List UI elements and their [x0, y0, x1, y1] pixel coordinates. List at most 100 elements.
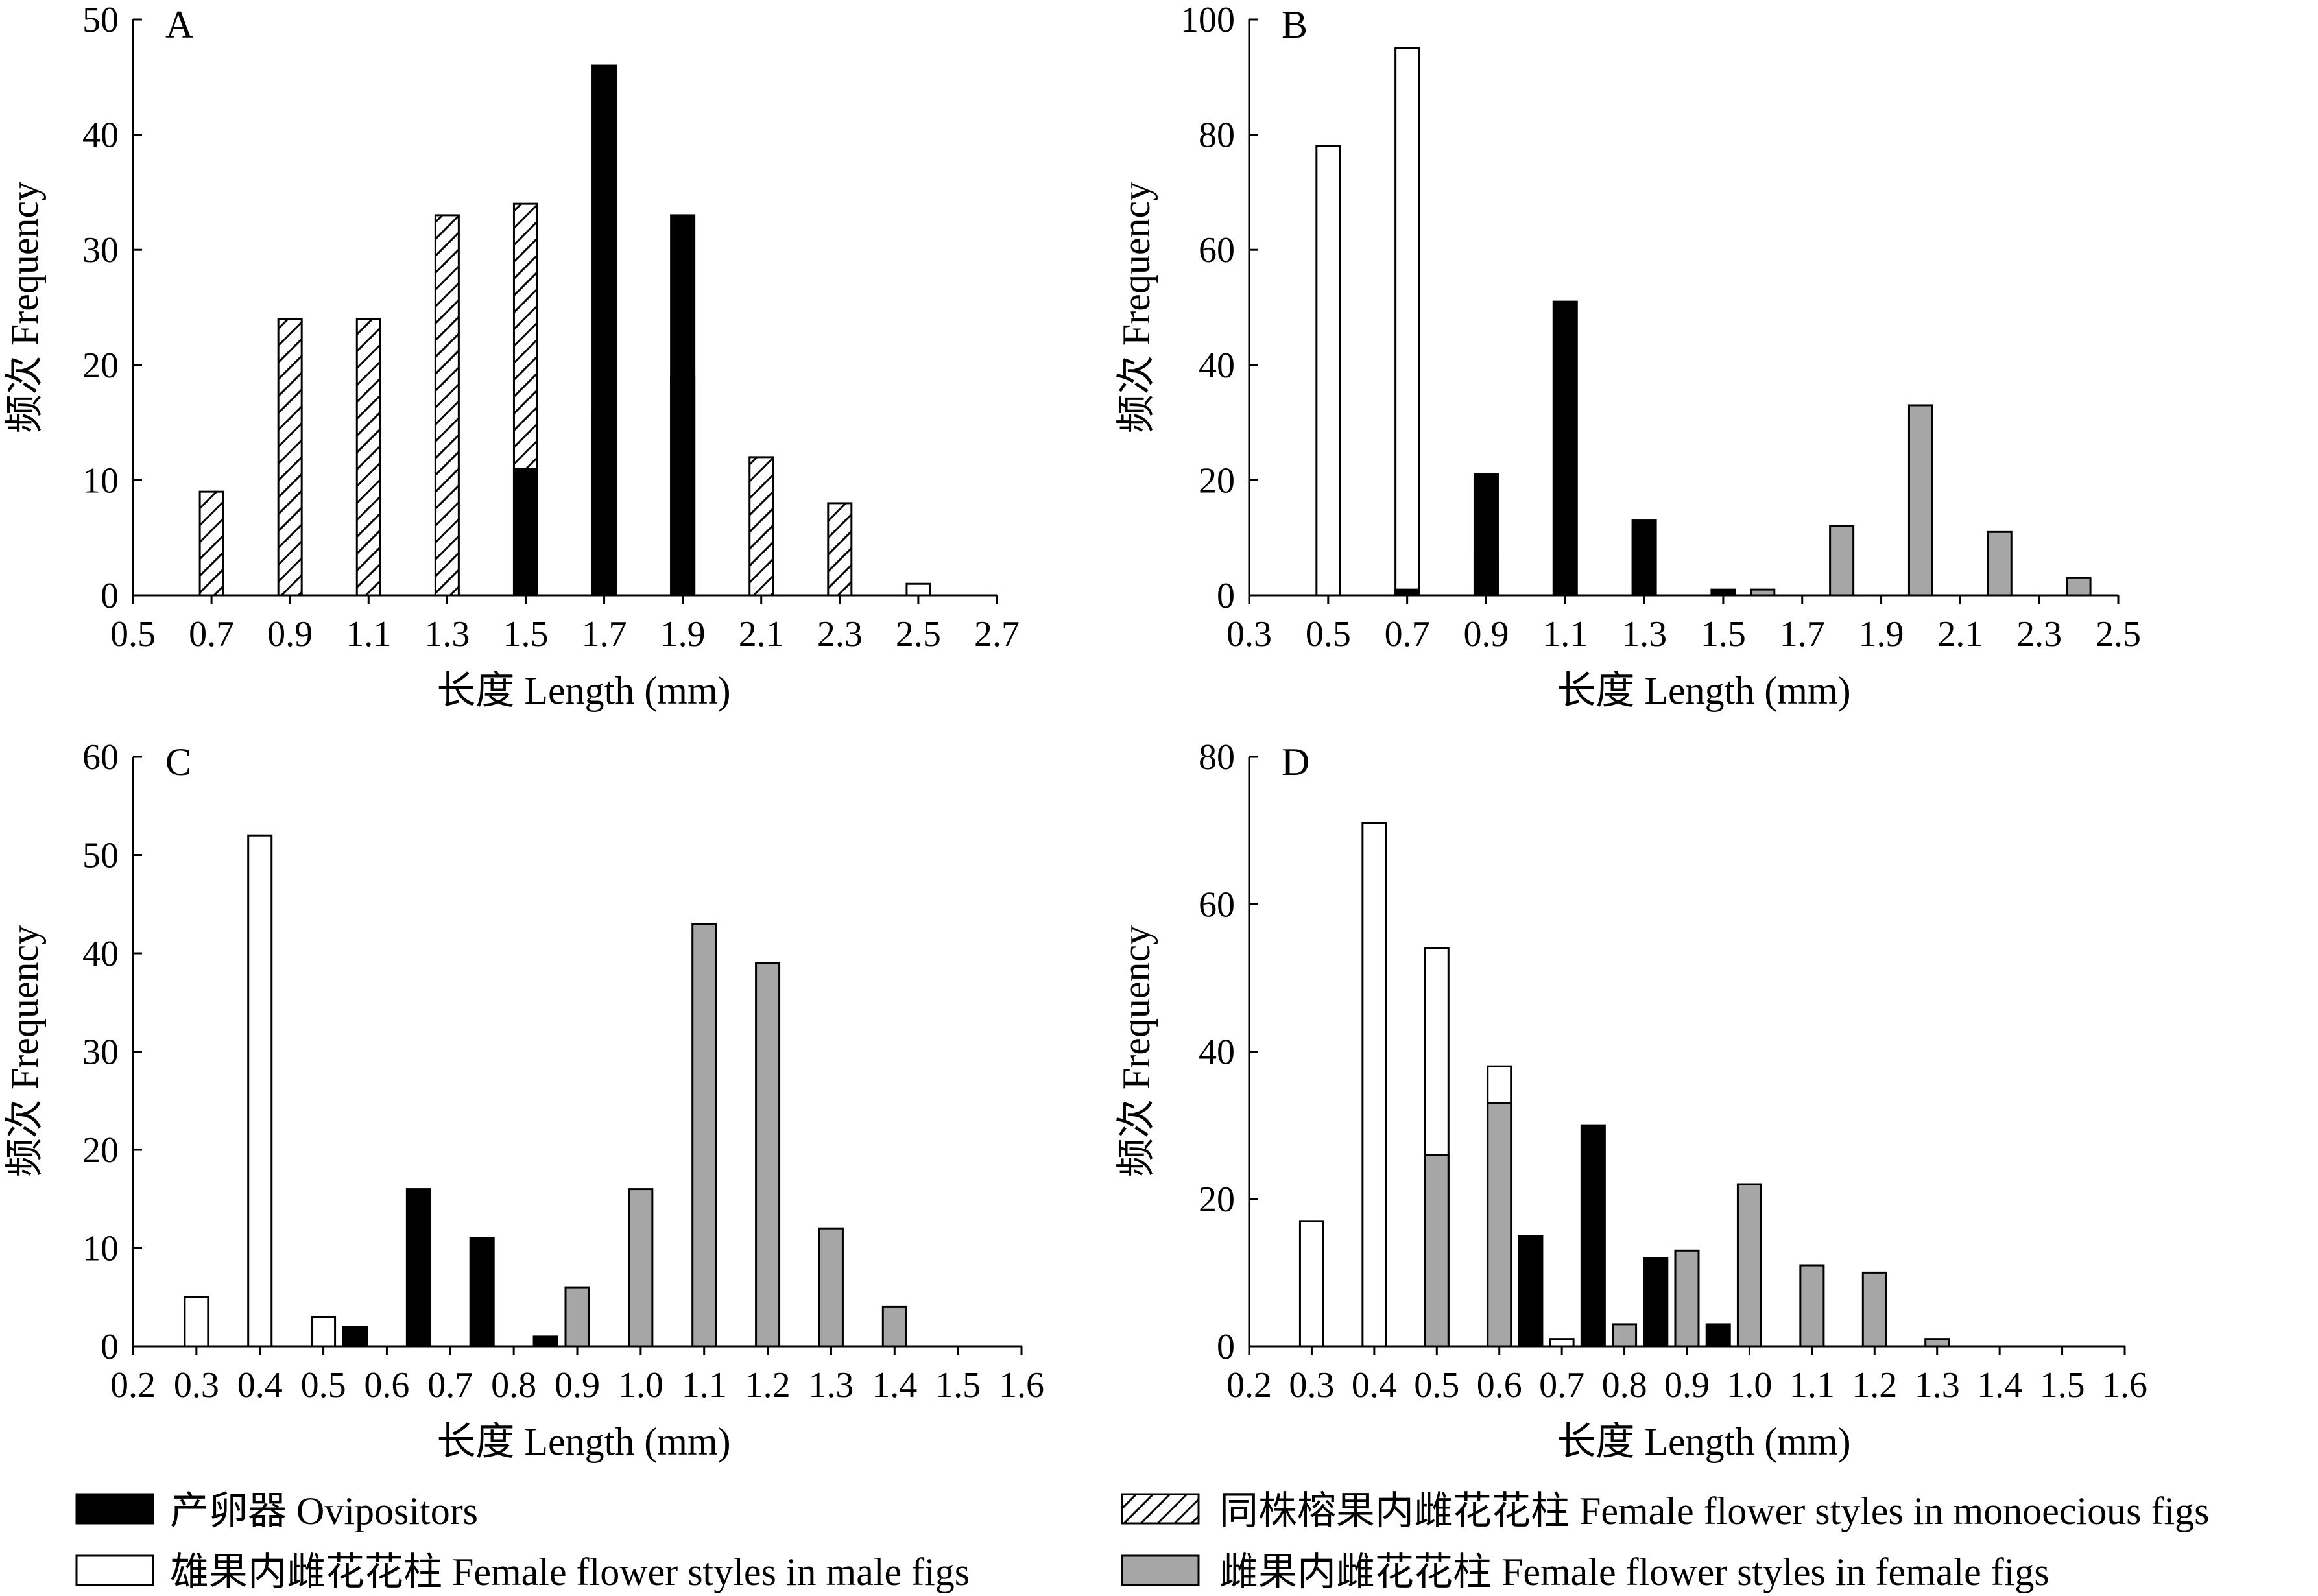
x-tick-label: 1.7	[1780, 614, 1825, 654]
y-tick-label: 0	[1217, 576, 1235, 616]
x-tick-label: 1.2	[1852, 1365, 1897, 1405]
x-tick-label: 1.5	[935, 1365, 981, 1405]
x-tick-label: 1.3	[1915, 1365, 1960, 1405]
y-tick-label: 20	[1199, 460, 1235, 501]
x-tick-label: 2.7	[974, 614, 1020, 654]
bar-female	[755, 962, 781, 1348]
y-tick-label: 40	[82, 115, 119, 156]
y-tick-label: 10	[82, 460, 119, 501]
bar-monoecious	[198, 490, 224, 597]
bar-male	[1361, 822, 1387, 1348]
y-tick-label: 80	[1199, 115, 1235, 156]
x-tick-label: 0.3	[174, 1365, 219, 1405]
bar-male	[1315, 145, 1341, 597]
x-tick-label: 1.1	[1789, 1365, 1835, 1405]
x-tick-label: 2.3	[2016, 614, 2062, 654]
bar-female	[1674, 1249, 1700, 1348]
bar-male	[184, 1296, 209, 1348]
y-tick-label: 50	[82, 0, 119, 40]
bar-female	[1907, 404, 1933, 597]
legend-label-monoecious: 同株榕果内雌花花柱 Female flower styles in monoec…	[1219, 1490, 2209, 1532]
x-tick-label: 1.4	[1977, 1365, 2022, 1405]
legend-label-ovipositors: 产卵器 Ovipositors	[170, 1490, 478, 1532]
panel-b: 0.3 0.5 0.7 0.9 1.1 1.3 1.5 1.7 1.9 2.1 2.3 2.5 0 20 4…	[1115, 0, 2141, 712]
x-axis-label: 长度 Length (mm)	[436, 1420, 730, 1463]
x-tick-label: 0.3	[1226, 614, 1272, 654]
x-tick-label: 0.6	[1477, 1365, 1522, 1405]
x-tick-label: 0.6	[364, 1365, 409, 1405]
x-tick-label: 0.7	[189, 614, 234, 654]
panel-c: 0.2 0.3 0.4 0.5 0.6 0.7 0.8 0.9 1.0 1.1 1.2 1.3 1.4 1…	[3, 737, 1044, 1463]
x-tick-label: 1.9	[660, 614, 706, 654]
legend-label-female: 雌果内雌花花柱 Female flower styles in female f…	[1219, 1551, 2049, 1593]
x-tick-label: 1.1	[682, 1365, 727, 1405]
panel-a: 0.5 0.7 0.9 1.1 1.3 1.5 1.7 1.9 2.1 2.3 2.5 2.7 0 10 2…	[3, 0, 1020, 712]
x-tick-label: 1.6	[2102, 1365, 2147, 1405]
legend-swatch-female	[1121, 1554, 1200, 1586]
x-tick-label: 0.7	[1385, 614, 1430, 654]
bar-female	[1736, 1183, 1762, 1348]
bar-monoecious	[748, 456, 774, 597]
legend-swatch-male	[75, 1554, 154, 1586]
bar-male	[1394, 47, 1420, 597]
bar-monoecious	[434, 214, 460, 597]
x-tick-label: 0.2	[1226, 1365, 1272, 1405]
x-tick-label: 1.9	[1859, 614, 1904, 654]
x-tick-label: 1.5	[2040, 1365, 2085, 1405]
x-tick-label: 1.5	[503, 614, 548, 654]
x-tick-label: 0.9	[1463, 614, 1509, 654]
y-axis-label: 频次 Frequency	[3, 925, 46, 1177]
bar-ovipositors	[532, 1335, 558, 1348]
bar-female	[628, 1188, 654, 1348]
bar-female	[818, 1227, 844, 1348]
legend-swatch-monoecious	[1121, 1493, 1200, 1525]
x-tick-label: 2.5	[896, 614, 941, 654]
x-tick-label: 0.3	[1289, 1365, 1334, 1405]
bar-female	[1987, 530, 2013, 597]
y-tick-label: 10	[82, 1229, 119, 1269]
bar-ovipositors	[512, 468, 538, 597]
y-tick-label: 60	[82, 737, 119, 778]
bar-female	[1924, 1338, 1950, 1348]
y-tick-label: 20	[82, 1130, 119, 1171]
x-tick-label: 2.1	[739, 614, 784, 654]
y-tick-label: 60	[1199, 230, 1235, 270]
bar-female	[1487, 1102, 1512, 1348]
x-axis-label: 长度 Length (mm)	[436, 669, 730, 712]
legend: 产卵器 Ovipositors 同株榕果内雌花花柱 Female flower …	[75, 1490, 2209, 1593]
bar-ovipositors	[469, 1237, 495, 1348]
y-tick-label: 20	[1199, 1180, 1235, 1220]
x-tick-label: 0.2	[110, 1365, 156, 1405]
bar-ovipositors	[670, 214, 696, 597]
bar-male	[1549, 1338, 1575, 1348]
y-axis-label: 频次 Frequency	[3, 182, 46, 433]
y-tick-label: 0	[101, 576, 119, 616]
bar-ovipositors	[405, 1188, 431, 1348]
y-tick-label: 0	[101, 1327, 119, 1367]
x-tick-label: 1.0	[618, 1365, 663, 1405]
x-tick-label: 1.1	[346, 614, 391, 654]
x-axis-label: 长度 Length (mm)	[1557, 669, 1850, 712]
x-tick-label: 0.8	[491, 1365, 536, 1405]
bar-female	[1424, 1154, 1450, 1348]
x-tick-label: 1.1	[1542, 614, 1588, 654]
bar-monoecious	[355, 318, 381, 597]
x-tick-label: 2.5	[2096, 614, 2141, 654]
y-tick-label: 30	[82, 230, 119, 270]
bar-female	[881, 1305, 907, 1348]
x-tick-label: 2.3	[817, 614, 863, 654]
panel-letter: B	[1282, 3, 1308, 46]
x-axis-label: 长度 Length (mm)	[1557, 1420, 1850, 1463]
x-tick-label: 0.7	[1539, 1365, 1584, 1405]
x-tick-label: 0.4	[237, 1365, 283, 1405]
bar-male	[1298, 1220, 1324, 1348]
x-tick-label: 0.5	[1414, 1365, 1459, 1405]
y-tick-label: 40	[1199, 1032, 1235, 1073]
y-axis-label: 频次 Frequency	[1115, 182, 1158, 433]
y-tick-label: 30	[82, 1032, 119, 1073]
legend-swatch-ovipositors	[75, 1493, 154, 1525]
bar-ovipositors	[1643, 1257, 1669, 1348]
bar-female	[564, 1286, 590, 1348]
bar-female	[1829, 525, 1855, 597]
x-tick-label: 1.7	[582, 614, 627, 654]
